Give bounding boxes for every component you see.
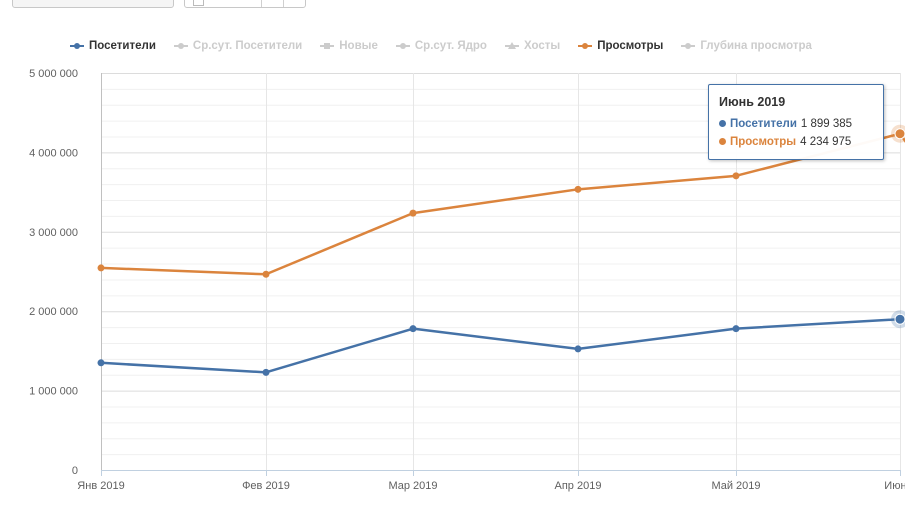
legend-item[interactable]: Новые [320, 40, 378, 52]
divider [283, 0, 284, 7]
checkbox[interactable] [193, 0, 204, 6]
tooltip-series-name: Посетители [730, 118, 797, 130]
y-tick-label: 0 [72, 465, 78, 477]
legend-item[interactable]: Посетители [70, 40, 156, 52]
y-tick-label: 4 000 000 [29, 147, 78, 159]
y-tick-label: 1 000 000 [29, 386, 78, 398]
data-point [262, 368, 270, 376]
x-tick-label: Май 2019 [711, 480, 760, 492]
legend-label: Хосты [523, 40, 561, 52]
tooltip-row-visitors: Посетители 1 899 385 [719, 118, 852, 130]
tooltip-row-views: Просмотры 4 234 975 [719, 136, 851, 148]
legend-label: Новые [339, 40, 378, 52]
legend-item[interactable]: Хосты [504, 40, 561, 52]
legend-label: Посетители [89, 40, 156, 52]
data-point [262, 270, 270, 278]
x-tick-label: Мар 2019 [388, 480, 437, 492]
x-tick-label: Апр 2019 [555, 480, 602, 492]
chart-series [97, 124, 905, 376]
data-point [732, 172, 740, 180]
legend-marker-icon [578, 41, 593, 51]
series-line [99, 317, 902, 374]
data-point [574, 185, 582, 193]
legend-marker-icon [320, 41, 335, 51]
legend-marker-icon [395, 41, 410, 51]
data-point [409, 209, 417, 217]
data-point [97, 359, 105, 367]
tooltip-series-name: Просмотры [730, 136, 797, 148]
legend-label: Ср.сут. Посетители [192, 40, 303, 52]
legend-marker-icon [681, 41, 696, 51]
y-tick-label: 3 000 000 [29, 227, 78, 239]
divider [261, 0, 262, 7]
series-dot-icon [719, 138, 726, 145]
legend-item[interactable]: Глубина просмотра [681, 40, 812, 52]
y-tick-label: 2 000 000 [29, 306, 78, 318]
x-tick-label: Янв 2019 [77, 480, 124, 492]
chart-legend: Посетители Ср.сут. Посетители Новые Ср.сут.… [70, 38, 830, 54]
legend-item[interactable]: Просмотры [578, 40, 663, 52]
date-picker[interactable] [184, 0, 306, 8]
legend-item[interactable]: Ср.сут. Ядро [395, 40, 487, 52]
data-point [409, 325, 417, 333]
data-point [732, 325, 740, 333]
x-axis: Янв 2019 Фев 2019 Мар 2019 Апр 2019 Май 2019… [77, 470, 905, 492]
data-point-hover [894, 128, 905, 140]
legend-label: Ср.сут. Ядро [414, 40, 487, 52]
series-dot-icon [719, 120, 726, 127]
data-point [574, 345, 582, 353]
tooltip-series-value: 4 234 975 [800, 136, 852, 148]
tooltip-series-value: 1 899 385 [800, 118, 853, 130]
series-line [99, 132, 902, 276]
legend-marker-icon [504, 41, 519, 51]
y-tick-label: 5 000 000 [29, 68, 78, 80]
x-tick-label: Фев 2019 [242, 480, 290, 492]
tooltip-title: Июнь 2019 [719, 95, 786, 109]
period-select[interactable] [12, 0, 174, 8]
legend-marker-icon [173, 41, 188, 51]
chart-tooltip: Июнь 2019 Посетители 1 899 385 Просмотры 4… [708, 84, 884, 160]
data-point-hover [894, 313, 905, 325]
legend-label: Глубина просмотра [700, 40, 812, 52]
legend-item[interactable]: Ср.сут. Посетители [173, 40, 303, 52]
legend-label: Просмотры [597, 40, 664, 52]
x-tick-label: Июн 2 [884, 480, 905, 492]
legend-marker-icon [70, 41, 84, 51]
data-point [97, 264, 105, 272]
y-axis-labels: 0 1 000 000 2 000 000 3 000 000 4 000 000 5 0… [29, 68, 78, 477]
